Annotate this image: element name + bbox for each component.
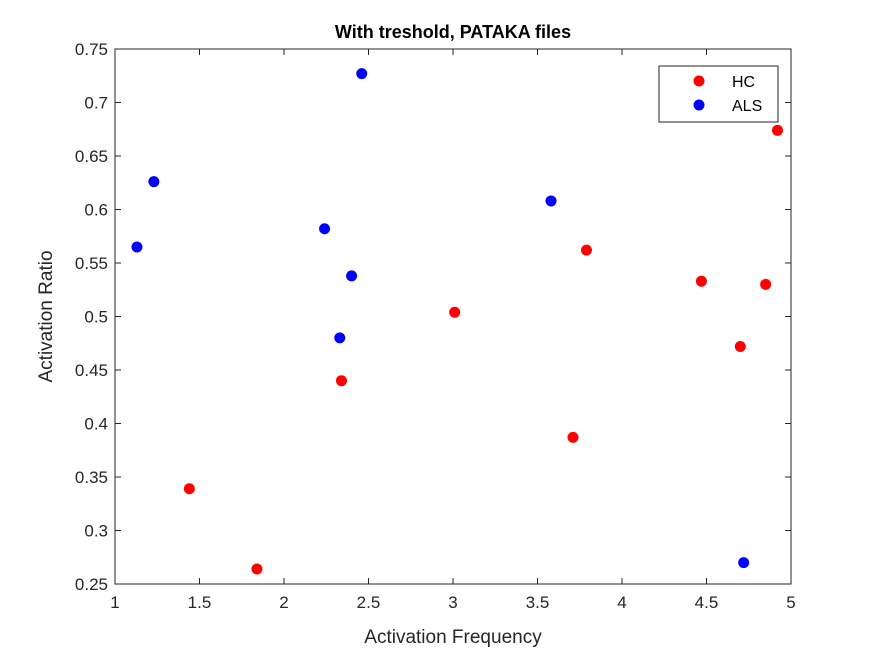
data-point-hc — [771, 124, 783, 136]
legend-label-als: ALS — [732, 98, 762, 115]
y-tick-label: 0.6 — [84, 201, 108, 220]
x-tick-label: 2 — [279, 593, 288, 612]
x-tick-label: 5 — [786, 593, 795, 612]
y-tick-label: 0.7 — [84, 94, 108, 113]
data-point-als — [131, 241, 143, 253]
data-point-hc — [335, 375, 347, 387]
x-tick-label: 3 — [448, 593, 457, 612]
x-tick-label: 3.5 — [526, 593, 550, 612]
y-tick-label: 0.25 — [75, 575, 108, 594]
y-tick-label: 0.5 — [84, 308, 108, 327]
x-tick-label: 4 — [617, 593, 626, 612]
y-tick-label: 0.75 — [75, 40, 108, 59]
data-point-hc — [449, 306, 461, 318]
data-point-als — [545, 195, 557, 207]
data-point-hc — [581, 244, 593, 256]
y-tick-label: 0.45 — [75, 361, 108, 380]
data-point-als — [334, 332, 346, 344]
chart-title: With treshold, PATAKA files — [335, 22, 571, 42]
data-point-als — [738, 557, 750, 569]
legend-marker-hc — [693, 75, 705, 87]
legend-box — [658, 65, 779, 123]
data-point-hc — [183, 483, 195, 495]
data-point-hc — [695, 275, 707, 287]
y-tick-label: 0.55 — [75, 254, 108, 273]
data-point-hc — [567, 431, 579, 443]
data-points — [131, 68, 783, 575]
y-tick-label: 0.3 — [84, 522, 108, 541]
x-tick-label: 1.5 — [188, 593, 212, 612]
y-tick-label: 0.65 — [75, 147, 108, 166]
y-axis-title: Activation Ratio — [36, 250, 57, 382]
y-tick-label: 0.35 — [75, 468, 108, 487]
legend: HC ALS — [658, 65, 779, 123]
data-point-hc — [251, 563, 263, 575]
y-tick-label: 0.4 — [84, 415, 108, 434]
data-point-als — [346, 270, 358, 282]
data-point-hc — [760, 278, 772, 290]
data-point-als — [319, 223, 331, 235]
x-tick-label: 4.5 — [695, 593, 719, 612]
legend-marker-als — [693, 99, 705, 111]
data-point-als — [148, 176, 160, 188]
x-axis-title: Activation Frequency — [364, 627, 542, 648]
x-tick-label: 2.5 — [357, 593, 381, 612]
axes: 1 1.5 2 2.5 3 3.5 4 4.5 5 0.25 0.3 0.35 0.4 0.45 0.5 0.… — [75, 40, 796, 612]
legend-label-hc: HC — [732, 74, 755, 91]
data-point-hc — [734, 340, 746, 352]
data-point-als — [356, 68, 368, 80]
x-tick-label: 1 — [110, 593, 119, 612]
